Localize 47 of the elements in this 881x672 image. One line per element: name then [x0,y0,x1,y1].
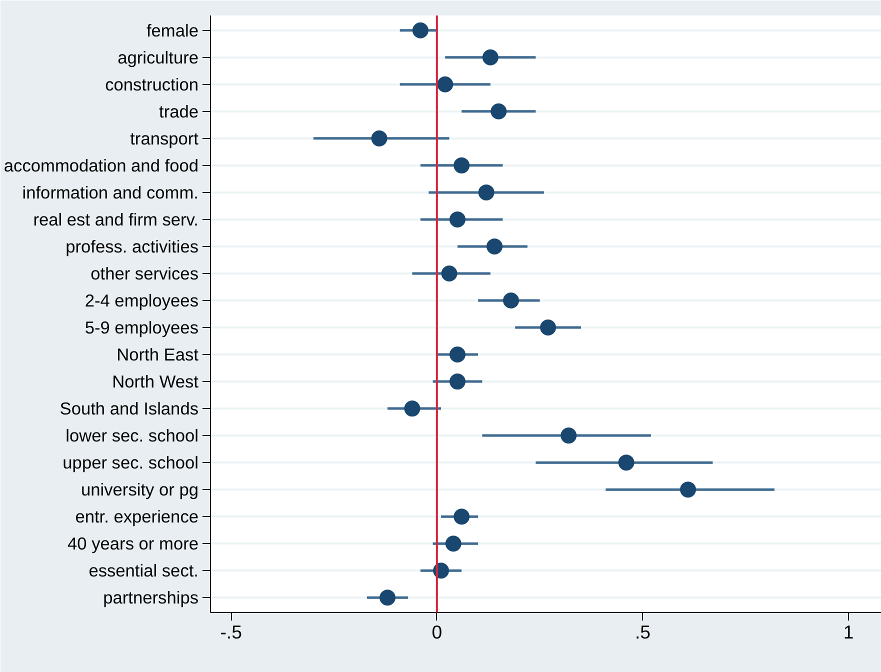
x-tick-label: 1 [843,622,854,642]
point [482,49,498,66]
point [404,400,420,417]
y-tick-label: trade [159,101,199,122]
point [380,590,396,606]
y-tick-label: 2-4 employees [84,290,199,310]
y-tick-label: upper sec. school [62,452,199,473]
point [560,428,577,444]
y-tick-label: other services [90,263,199,284]
point [449,374,466,390]
y-tick-label: transport [130,128,199,148]
y-tick-label: profess. activities [66,236,199,256]
y-tick-label: female [146,20,199,40]
point [618,454,634,471]
point [503,292,520,308]
y-tick-label: North East [116,344,199,365]
point [371,130,388,146]
point [412,22,428,38]
x-tick-label: .5 [634,622,651,642]
y-tick-label: entr. experience [75,506,199,527]
y-tick-label: 5-9 employees [84,318,199,338]
y-tick-label: 40 years or more [68,534,199,554]
y-tick-label: North West [112,372,199,392]
point [478,184,494,200]
point [490,103,507,120]
y-tick-label: accommodation and food [4,155,199,176]
point [441,265,458,282]
point [454,157,470,174]
y-tick-label: South and Islands [60,398,199,419]
y-tick-label: information and comm. [22,182,199,202]
y-tick-label: agriculture [118,47,198,68]
y-tick-label: real est and firm serv. [33,209,198,230]
y-tick-label: essential sect. [88,560,199,581]
point [445,536,462,552]
x-tick-label: 0 [432,622,442,642]
point [486,238,503,254]
x-tick-label: -.5 [220,622,242,642]
point [680,482,696,498]
y-tick-label: construction [105,74,199,94]
point [540,320,556,336]
y-tick-label: lower sec. school [66,426,198,446]
y-tick-label: partnerships [103,588,199,608]
y-tick-label: university or pg [81,480,198,500]
point [449,346,466,363]
point [449,211,466,228]
point [437,76,454,92]
point [454,508,470,525]
